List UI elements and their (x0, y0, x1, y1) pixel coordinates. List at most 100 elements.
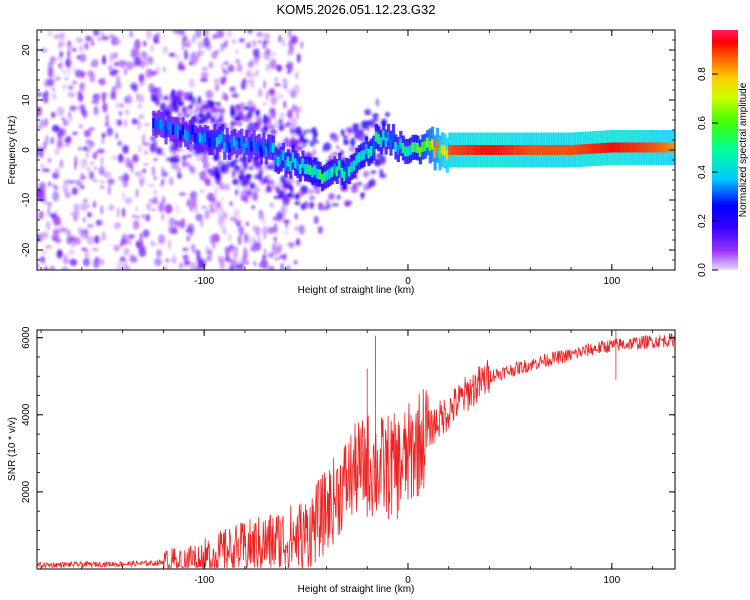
noise-blob (110, 92, 115, 100)
noise-blob (174, 158, 181, 163)
noise-blob (286, 109, 293, 119)
ridge-core (433, 147, 437, 158)
noise-blob (98, 166, 105, 176)
noise-blob (78, 123, 84, 129)
noise-blob (255, 226, 261, 237)
noise-blob (117, 207, 120, 218)
ridge-core (651, 142, 655, 153)
noise-blob (149, 142, 156, 153)
noise-blob (173, 53, 182, 61)
noise-blob (331, 132, 336, 138)
ridge-core (228, 142, 232, 153)
ridge-core (166, 119, 171, 130)
noise-blob (189, 108, 192, 116)
noise-blob (80, 44, 83, 53)
noise-blob (216, 30, 225, 39)
ridge-core (597, 143, 601, 154)
noise-blob (151, 97, 157, 101)
noise-blob (165, 258, 170, 263)
noise-blob (54, 226, 61, 231)
noise-blob (84, 249, 90, 260)
noise-blob (97, 219, 100, 227)
noise-blob (285, 63, 291, 69)
ridge-core (245, 137, 249, 148)
noise-blob (117, 259, 124, 267)
noise-blob (45, 245, 52, 249)
noise-blob (48, 30, 52, 37)
noise-blob (182, 247, 189, 252)
noise-blob (177, 173, 182, 179)
noise-blob (175, 203, 180, 215)
noise-blob (189, 196, 197, 207)
noise-blob (199, 118, 208, 123)
noise-blob (140, 59, 146, 69)
noise-blob (52, 92, 57, 100)
noise-blob (220, 163, 227, 173)
noise-blob (317, 226, 323, 234)
noise-blob (181, 45, 186, 51)
noise-blob (294, 127, 302, 135)
noise-blob (287, 241, 295, 247)
noise-blob (255, 109, 260, 117)
noise-blob (228, 244, 235, 250)
noise-blob (44, 117, 48, 127)
noise-blob (219, 207, 225, 213)
noise-blob (51, 87, 55, 92)
noise-blob (260, 259, 268, 269)
noise-blob (242, 248, 249, 260)
noise-blob (57, 140, 60, 150)
noise-blob (124, 67, 127, 76)
noise-blob (262, 218, 265, 225)
ridge-core (514, 145, 518, 155)
noise-blob (64, 119, 69, 127)
ridge-core (506, 145, 511, 155)
ridge-core (357, 152, 361, 163)
noise-blob (115, 266, 124, 270)
noise-blob (295, 238, 301, 246)
ridge-core (641, 142, 645, 153)
noise-blob (62, 138, 68, 143)
ridge-core (162, 120, 166, 131)
ridge-core (536, 145, 540, 155)
noise-blob (181, 160, 187, 168)
noise-blob (150, 44, 154, 53)
noise-blob (278, 118, 284, 124)
noise-blob (77, 146, 83, 151)
noise-blob (86, 224, 94, 228)
noise-blob (100, 205, 104, 215)
noise-blob (150, 197, 159, 205)
noise-blob (264, 167, 268, 171)
noise-blob (86, 149, 89, 159)
noise-blob (266, 174, 271, 179)
ridge-core (602, 143, 606, 153)
spectrogram-y-tick-label: 10 (21, 94, 32, 106)
noise-blob (276, 189, 283, 194)
ridge-core (399, 138, 403, 149)
noise-blob (117, 154, 124, 163)
noise-blob (289, 185, 294, 194)
snr-x-tick-label: 100 (603, 575, 620, 586)
colorbar-tick-label: 0.4 (697, 165, 708, 179)
noise-blob (100, 259, 105, 266)
noise-blob (133, 44, 141, 49)
noise-blob (248, 122, 255, 126)
noise-blob (62, 83, 67, 91)
noise-blob (177, 148, 185, 152)
noise-blob (276, 211, 283, 222)
spectrogram-x-tick-label: 100 (603, 276, 620, 287)
noise-blob (250, 244, 257, 252)
noise-blob (54, 75, 61, 82)
noise-blob (231, 168, 236, 179)
ridge-core (394, 142, 398, 152)
noise-blob (265, 63, 271, 72)
noise-blob (87, 144, 92, 152)
noise-blob (145, 51, 148, 61)
ridge-core (252, 137, 256, 148)
ridge-core (328, 168, 332, 179)
noise-blob (161, 152, 167, 156)
noise-blob (293, 260, 298, 265)
noise-blob (225, 160, 230, 169)
noise-blob (61, 117, 64, 121)
noise-blob (270, 95, 278, 106)
ridge-core (323, 171, 327, 182)
